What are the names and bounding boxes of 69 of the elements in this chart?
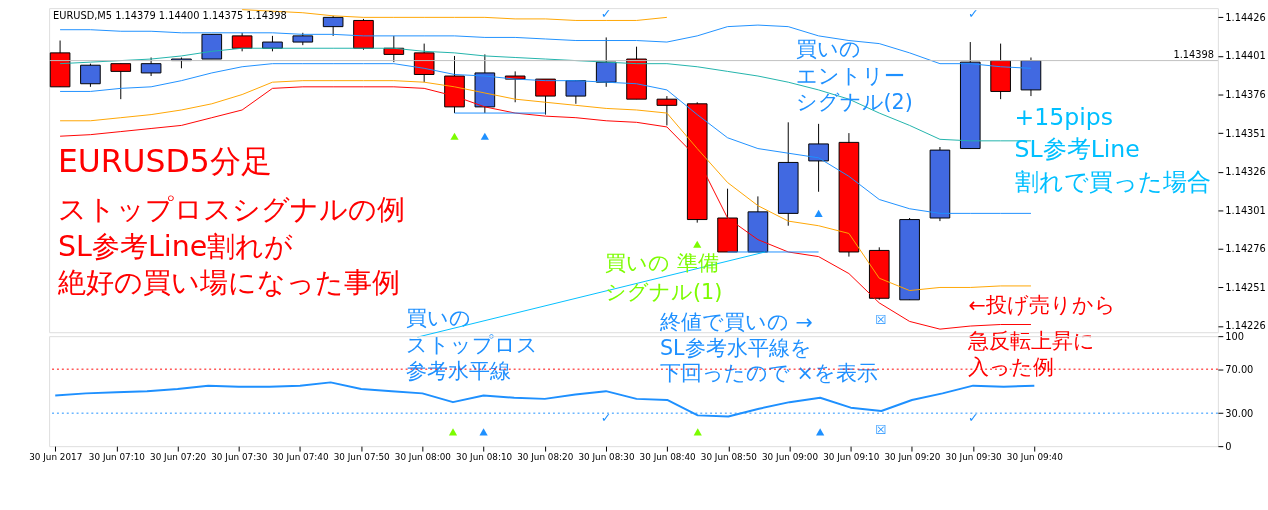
annotation: ✓ <box>600 5 612 21</box>
y-tick-label: 1.14226 <box>1225 320 1266 332</box>
ref-line-label: 1.14398 <box>1173 48 1214 60</box>
x-tick-label: 30 Jun 07:10 <box>88 452 146 463</box>
y-tick-label: 1.14376 <box>1225 88 1266 100</box>
annotation: 参考水平線 <box>405 359 511 384</box>
x-tick-label: 30 Jun 07:30 <box>211 452 268 463</box>
y-tick-label: 1.14276 <box>1225 243 1266 255</box>
annotation: +15pips <box>1014 102 1114 131</box>
y-tick-label: 100 <box>1225 330 1245 342</box>
y-tick-label: 70.00 <box>1225 363 1254 375</box>
annotation: 買いの <box>405 306 471 331</box>
annotation: 終値で買いの → <box>659 310 813 335</box>
point <box>814 209 823 217</box>
y-tick-label: 30.00 <box>1225 407 1254 419</box>
candlestick <box>413 43 435 83</box>
x-tick-label: 30 Jun 09:10 <box>823 452 880 463</box>
annotation: エントリー <box>795 63 905 88</box>
annotation: 下回ったので ×を表示 <box>660 361 878 386</box>
annotation: ✓ <box>968 5 979 21</box>
x-tick-label: 30 Jun 09:40 <box>1006 452 1064 463</box>
annotation: SL参考Line <box>1014 135 1140 164</box>
y-tick-label: 1.14301 <box>1225 204 1266 216</box>
y-tick-label: 0 <box>1225 440 1232 452</box>
point <box>450 132 459 140</box>
candlestick <box>656 95 678 126</box>
annotation: 絶好の買い場になった事例 <box>56 265 400 299</box>
x-tick-label: 30 Jun 09:00 <box>762 452 819 463</box>
annotation: 急反転上昇に <box>967 328 1096 353</box>
annotation: ☒ <box>875 312 887 328</box>
annotation: ☒ <box>875 422 887 438</box>
annotation: 割れで買った場合 <box>1014 167 1211 196</box>
annotation: ストップロスシグナルの例 <box>57 193 405 227</box>
x-tick-label: 30 Jun 08:50 <box>700 452 758 463</box>
point <box>693 240 702 248</box>
x-tick-label: 30 Jun 08:20 <box>517 452 574 463</box>
x-tick-label: 30 Jun 2017 <box>29 452 83 463</box>
y-tick-label: 1.14251 <box>1225 281 1266 293</box>
y-tick-label: 1.14351 <box>1225 127 1266 139</box>
x-tick-label: 30 Jun 08:40 <box>639 452 697 463</box>
x-tick-label: 30 Jun 07:40 <box>272 452 329 463</box>
annotation: ✓ <box>968 409 979 425</box>
annotation: SL参考水平線を <box>660 335 812 360</box>
y-tick-label: 1.14426 <box>1225 11 1266 23</box>
candlestick <box>322 15 344 37</box>
y-tick-label: 1.14401 <box>1225 50 1266 62</box>
x-tick-label: 30 Jun 09:30 <box>945 452 1003 463</box>
chart-title: EURUSD,M5 1.14379 1.14400 1.14375 1.14398 <box>53 9 287 21</box>
candlestick <box>110 63 132 100</box>
annotation: 入った例 <box>968 355 1055 380</box>
x-tick-label: 30 Jun 08:10 <box>456 452 513 463</box>
candlestick <box>80 63 101 88</box>
candlestick <box>595 36 617 88</box>
annotation: ストップロス <box>405 332 538 357</box>
annotation: ←投げ売りから <box>968 292 1116 317</box>
candlestick <box>808 123 829 193</box>
candlestick <box>140 57 162 77</box>
annotation: SL参考Line割れが <box>57 229 294 263</box>
annotation: ✓ <box>600 409 612 425</box>
x-tick-label: 30 Jun 08:00 <box>394 452 452 463</box>
y-tick-label: 1.14326 <box>1225 166 1266 178</box>
annotation: 買いの <box>795 37 861 62</box>
point <box>480 132 489 140</box>
x-tick-label: 30 Jun 08:30 <box>578 452 635 463</box>
x-tick-label: 30 Jun 07:20 <box>150 452 207 463</box>
candlestick <box>231 32 253 52</box>
x-tick-label: 30 Jun 09:20 <box>884 452 941 463</box>
annotation: EURUSD5分足 <box>57 143 272 180</box>
x-tick-label: 30 Jun 07:50 <box>333 452 391 463</box>
